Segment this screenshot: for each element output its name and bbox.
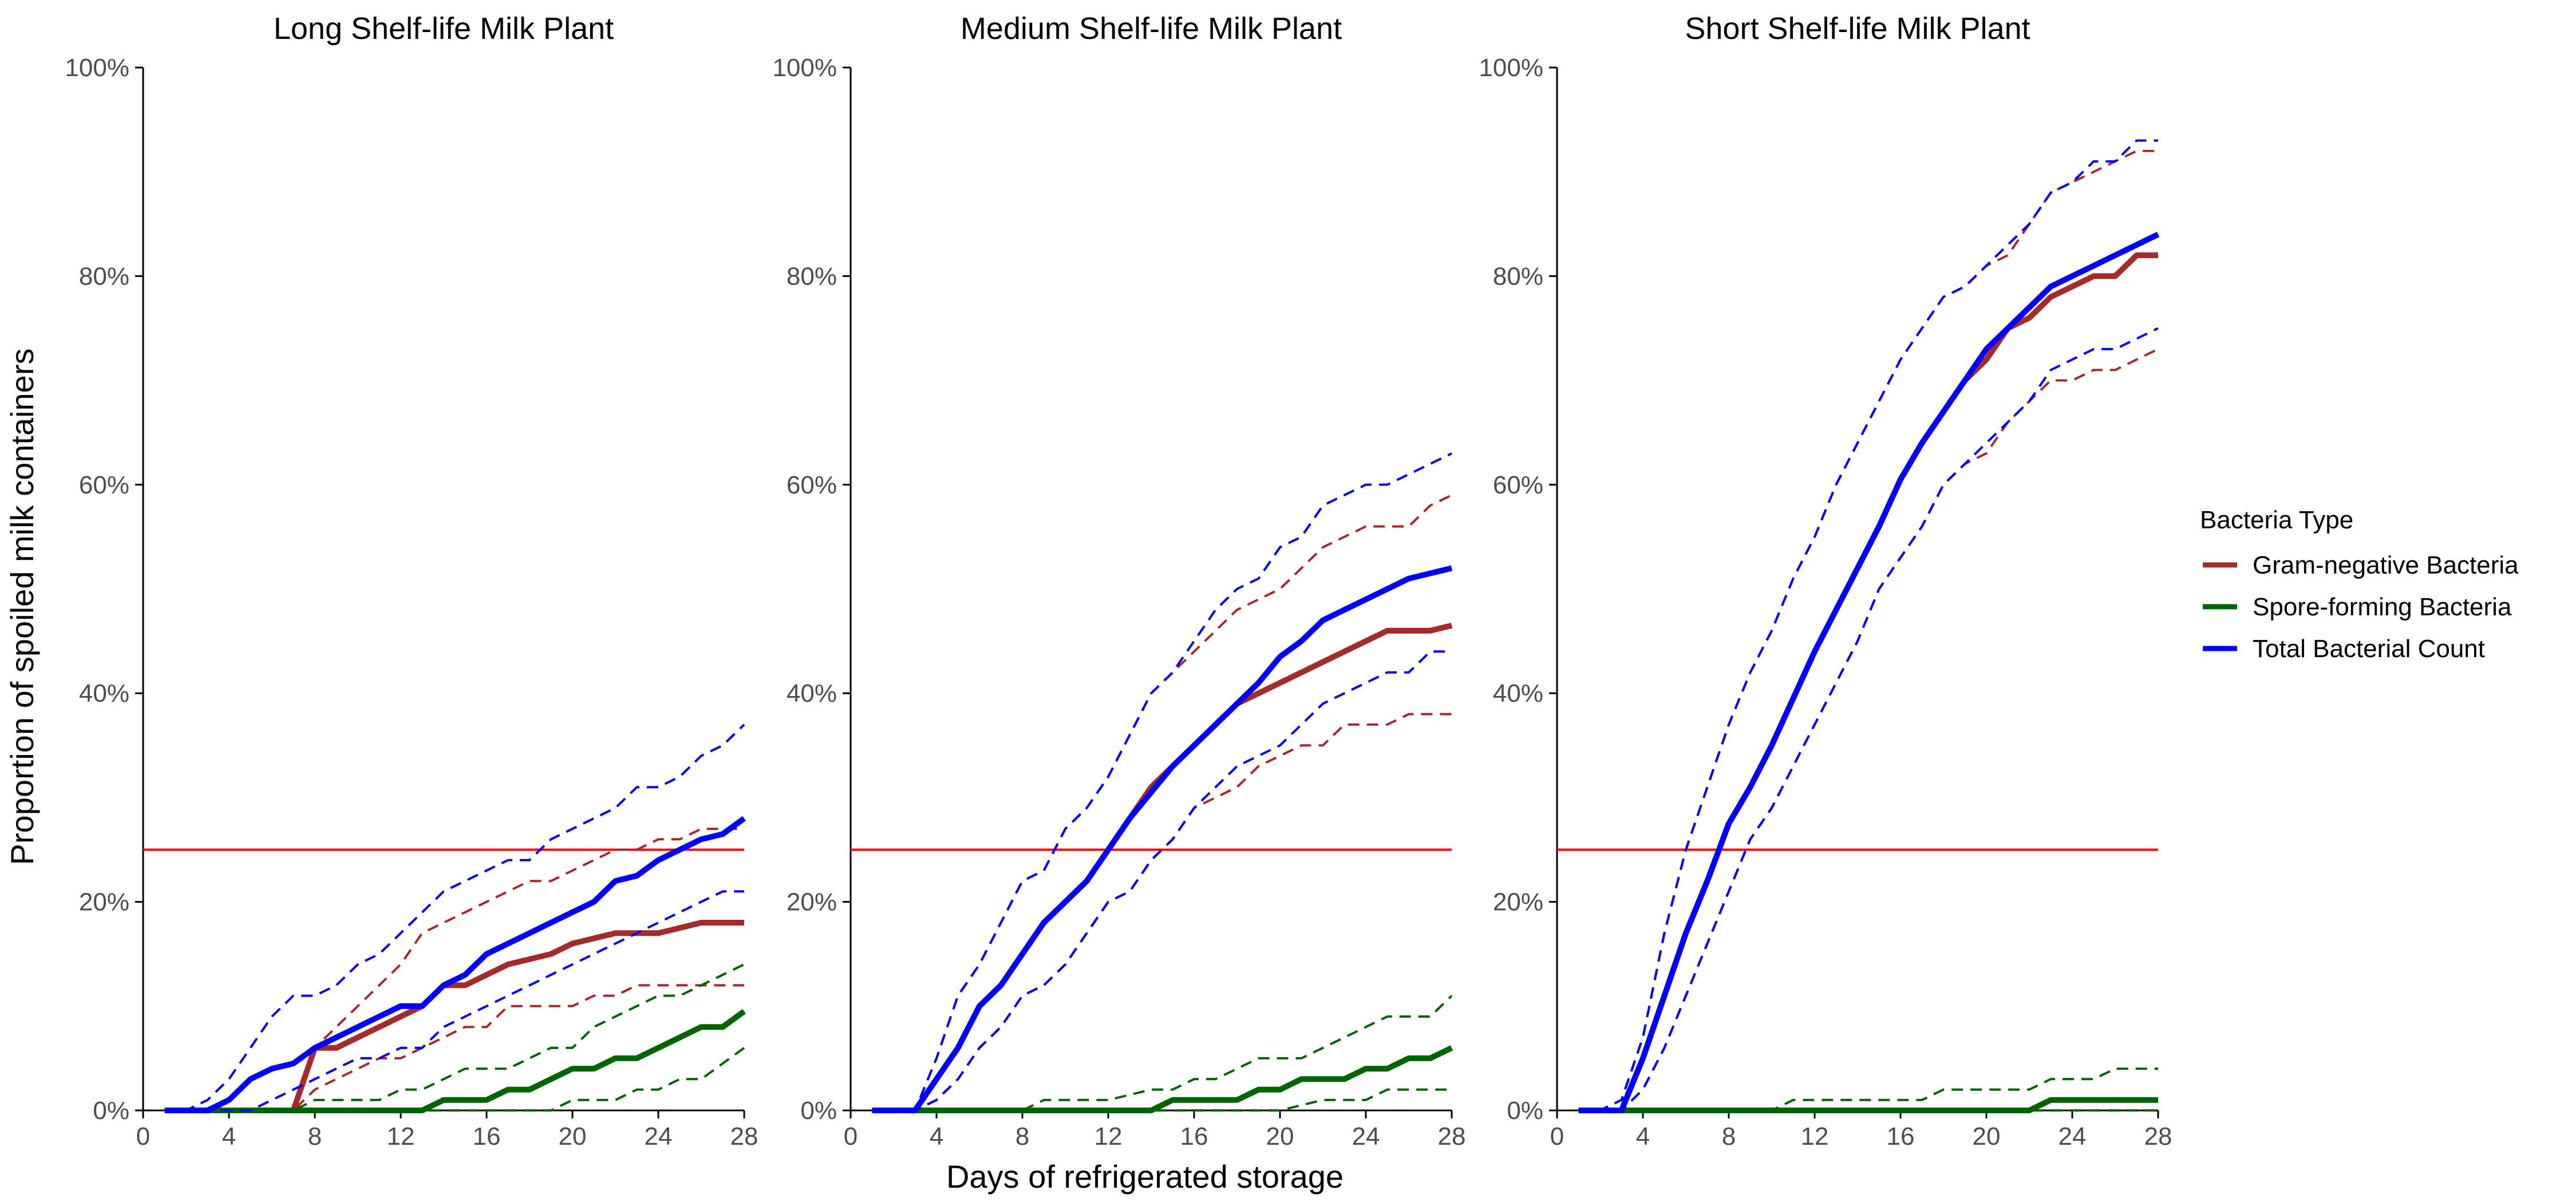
y-tick-label: 0% (93, 1097, 129, 1125)
x-tick-label: 24 (2059, 1122, 2087, 1150)
x-tick-label: 8 (308, 1122, 322, 1150)
series-gram-negative-bacteria-line (872, 622, 1453, 1113)
x-tick-label: 20 (1973, 1122, 2001, 1150)
y-tick-label: 100% (65, 54, 129, 82)
y-tick-label: 0% (1507, 1097, 1543, 1125)
y-tick-label: 80% (787, 262, 837, 290)
x-tick-label: 0 (844, 1122, 858, 1150)
y-tick-label: 0% (800, 1097, 837, 1125)
chart-panels: Long Shelf-life Milk Plant0%20%40%60%80%… (65, 11, 2172, 1150)
y-tick-label: 60% (79, 471, 129, 499)
x-tick-label: 12 (1095, 1122, 1123, 1150)
x-tick-label: 4 (930, 1122, 943, 1150)
series-gram-negative-bacteria-upper-bound (1578, 149, 2158, 1112)
series-spore-forming-bacteria-line (164, 1009, 746, 1113)
x-tick-label: 24 (1352, 1122, 1380, 1150)
legend-entry-total-count: Total Bacterial Count (2203, 635, 2485, 663)
panel-2: Medium Shelf-life Milk Plant 0% 20% 40% 60% 8… (772, 11, 1465, 1150)
y-tick-label: 80% (79, 262, 129, 290)
legend-label-gram-negative: Gram-negative Bacteria (2253, 551, 2519, 579)
series-total-bacterial-count-lower-bound (872, 650, 1452, 1112)
x-tick-label: 4 (222, 1122, 236, 1150)
y-tick-label: 100% (1479, 54, 1543, 82)
x-tick-label: 0 (136, 1122, 150, 1150)
series-total-bacterial-count-line (872, 565, 1453, 1113)
series-spore-forming-bacteria-line (872, 1045, 1453, 1113)
x-tick-label: 0 (1550, 1122, 1564, 1150)
x-tick-label: 28 (2144, 1122, 2172, 1150)
panel-title: Medium Shelf-life Milk Plant (961, 11, 1342, 46)
legend-title: Bacteria Type (2200, 506, 2353, 534)
y-tick-label: 100% (772, 54, 837, 82)
series-gram-negative-bacteria-lower-bound (1578, 348, 2159, 1112)
series-spore-forming-bacteria-upper-bound (872, 995, 1453, 1112)
x-tick-label: 12 (387, 1122, 415, 1150)
x-tick-label: 28 (1438, 1122, 1466, 1150)
y-tick-label: 60% (787, 471, 837, 499)
legend-label-spore-forming: Spore-forming Bacteria (2253, 593, 2512, 621)
x-tick-label: 12 (1801, 1122, 1829, 1150)
legend-entry-gram-negative: Gram-negative Bacteria (2203, 551, 2519, 579)
series-gram-negative-bacteria-upper-bound (872, 494, 1452, 1112)
series-gram-negative-bacteria-line (164, 920, 744, 1113)
panel-title: Short Shelf-life Milk Plant (1685, 11, 2030, 46)
series-total-bacterial-count-lower-bound (164, 890, 744, 1112)
x-tick-label: 20 (559, 1122, 587, 1150)
series-total-bacterial-count-line (164, 816, 746, 1113)
legend-entry-spore-forming: Spore-forming Bacteria (2203, 593, 2512, 621)
legend-label-total-count: Total Bacterial Count (2253, 635, 2485, 663)
x-axis-title: Days of refrigerated storage (946, 1158, 1344, 1195)
series-spore-forming-bacteria-line (1578, 1097, 2158, 1113)
y-tick-label: 20% (787, 888, 837, 916)
y-tick-label: 40% (79, 679, 129, 707)
y-tick-label: 20% (1493, 888, 1543, 916)
legend: Bacteria Type Gram-negative Bacteria Spo… (2200, 506, 2519, 663)
series-total-bacterial-count-upper-bound (1578, 139, 2158, 1112)
series-total-bacterial-count-upper-bound (164, 723, 745, 1112)
y-axis-title: Proportion of spoiled milk containers (4, 349, 40, 865)
x-tick-label: 28 (730, 1122, 758, 1150)
x-tick-label: 24 (645, 1122, 673, 1150)
y-tick-label: 60% (1493, 471, 1543, 499)
x-tick-label: 8 (1016, 1122, 1029, 1150)
y-tick-label: 40% (1493, 679, 1543, 707)
x-tick-label: 16 (473, 1122, 501, 1150)
series-gram-negative-bacteria-upper-bound (164, 828, 744, 1112)
series-total-bacterial-count-line (1578, 232, 2160, 1113)
series-gram-negative-bacteria-line (1578, 252, 2158, 1113)
panel-title: Long Shelf-life Milk Plant (274, 11, 614, 46)
y-tick-label: 80% (1493, 262, 1543, 290)
x-tick-label: 16 (1887, 1122, 1915, 1150)
y-tick-label: 20% (79, 888, 129, 916)
y-tick-label: 40% (787, 679, 837, 707)
x-tick-label: 4 (1636, 1122, 1650, 1150)
x-tick-label: 8 (1722, 1122, 1736, 1150)
panel-3: Short Shelf-life Milk Plant0%20%40%60%80… (1479, 11, 2172, 1150)
panel-1: Long Shelf-life Milk Plant 0% 20% 40% 60% 80%… (65, 11, 758, 1150)
x-tick-label: 16 (1180, 1122, 1208, 1150)
series-spore-forming-bacteria-upper-bound (1578, 1067, 2158, 1112)
x-tick-label: 20 (1266, 1122, 1294, 1150)
